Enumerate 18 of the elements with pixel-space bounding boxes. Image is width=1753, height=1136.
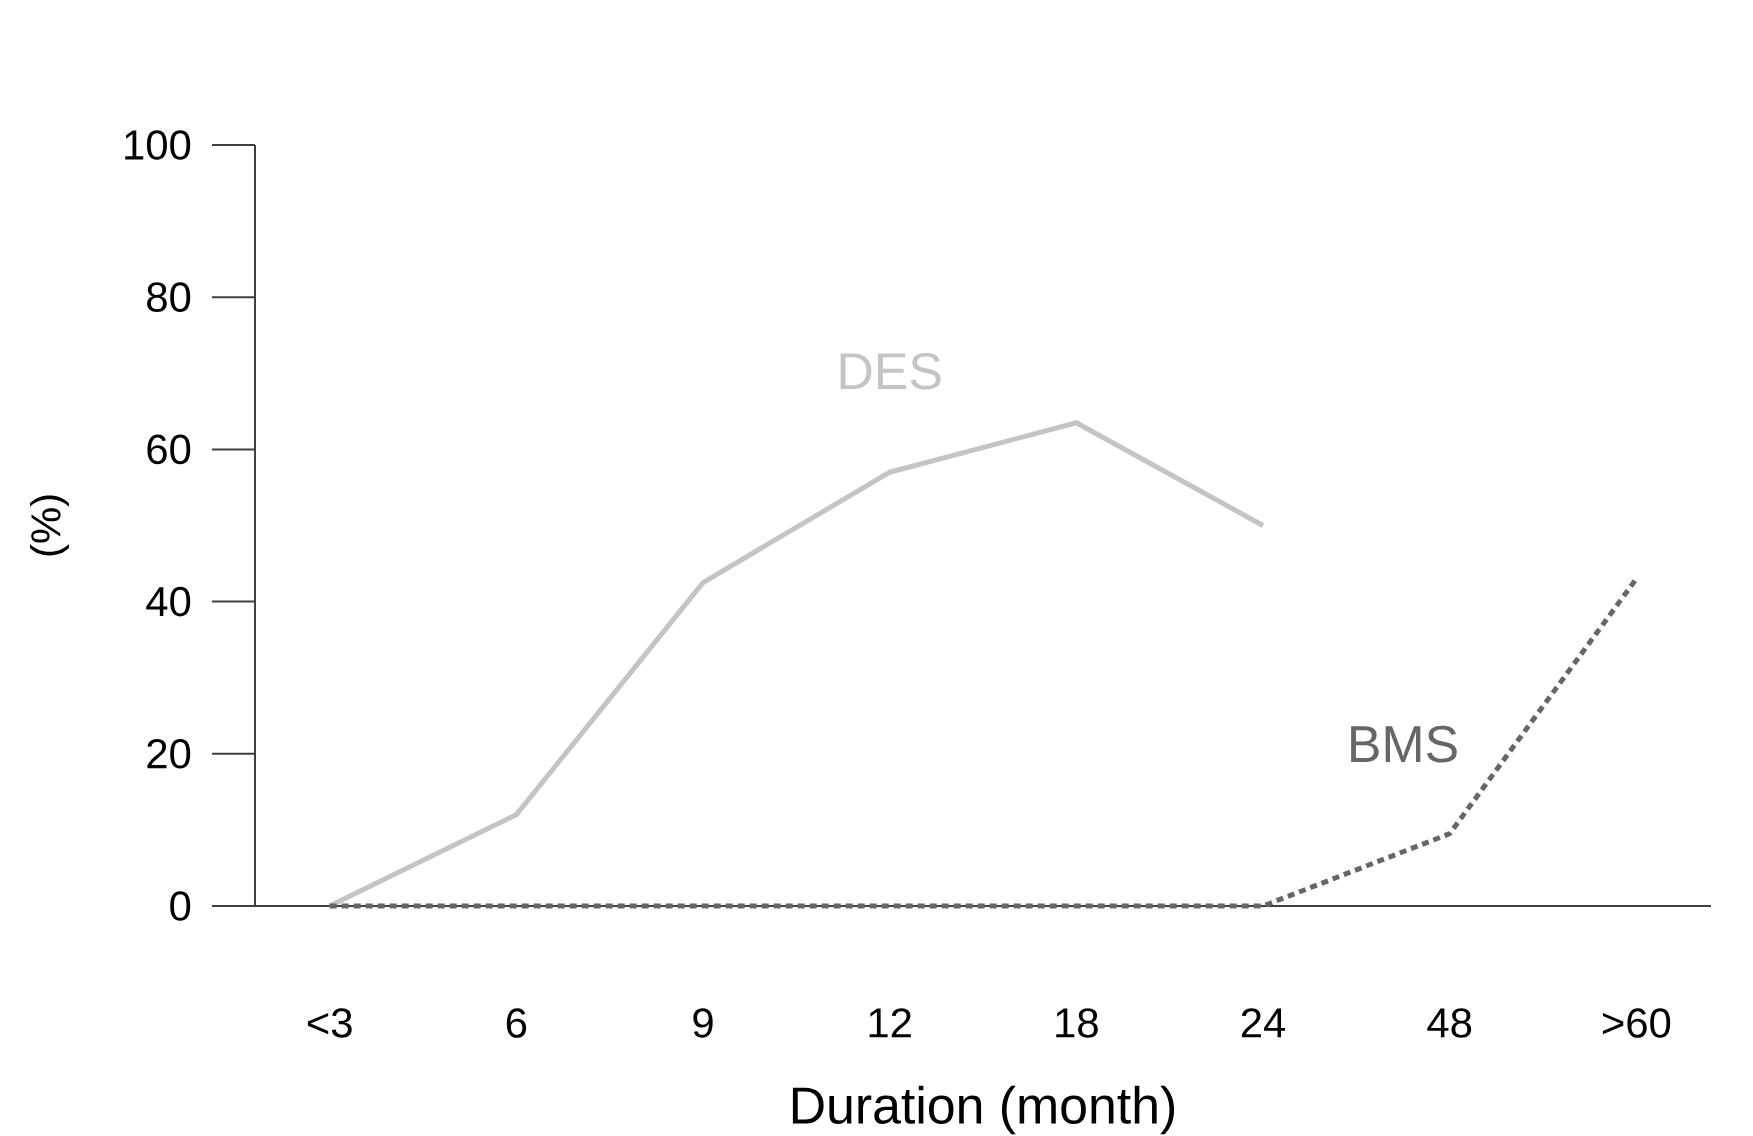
y-axis-title: (%) — [29, 495, 69, 556]
x-tick-label: 48 — [1427, 1008, 1472, 1038]
y-tick-label: 0 — [170, 891, 191, 921]
y-tick-label: 60 — [147, 434, 191, 465]
y-tick-label: 40 — [146, 586, 191, 617]
x-tick-label: 12 — [869, 1008, 911, 1038]
y-tick-label: 80 — [147, 282, 191, 312]
x-tick-label: >60 — [1602, 1008, 1671, 1038]
series-label: DES — [840, 352, 941, 390]
y-tick-label: 100 — [125, 130, 191, 160]
x-tick-label: 6 — [506, 1008, 527, 1038]
y-tick-label: 20 — [147, 738, 191, 769]
x-tick-label: <3 — [307, 1008, 352, 1038]
x-tick-label: 24 — [1241, 1008, 1286, 1038]
x-tick-label: 18 — [1056, 1008, 1098, 1038]
series-label: BMS — [1351, 725, 1457, 763]
x-axis-title: Duration (month) — [792, 1085, 1175, 1135]
x-tick-label: 9 — [693, 1008, 713, 1038]
